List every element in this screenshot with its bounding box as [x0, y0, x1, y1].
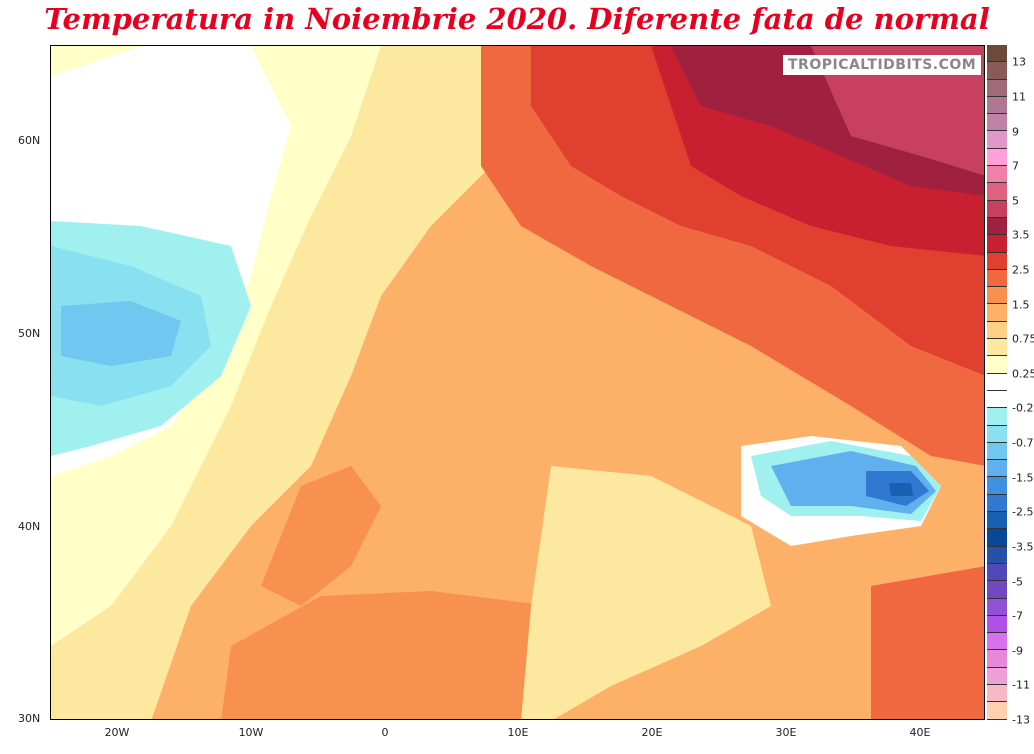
- colorbar-label: 7: [1012, 159, 1019, 173]
- colorbar-swatch: [987, 217, 1007, 236]
- colorbar-label: -9: [1012, 644, 1023, 658]
- colorbar-swatch: [987, 477, 1007, 495]
- colorbar-swatch: [987, 408, 1007, 426]
- colorbar-swatch: [987, 581, 1007, 599]
- colorbar-swatch: [987, 200, 1007, 218]
- colorbar-label: 3.5: [1012, 228, 1030, 242]
- colorbar-label: 2.5: [1012, 263, 1030, 277]
- lon-label: 20E: [641, 726, 663, 739]
- lon-label: 20W: [104, 726, 130, 739]
- colorbar-swatch: [987, 563, 1007, 582]
- colorbar-swatch: [987, 460, 1007, 478]
- colorbar-swatch: [987, 96, 1007, 115]
- lat-label: 50N: [18, 327, 41, 340]
- colorbar-swatch: [987, 373, 1007, 391]
- watermark: TROPICALTIDBITS.COM: [783, 55, 982, 75]
- colorbar-label: 0.25: [1012, 367, 1034, 381]
- lat-label: 40N: [18, 520, 41, 533]
- colorbar-label: 1.5: [1012, 298, 1030, 312]
- colorbar-swatch: [987, 339, 1007, 357]
- colorbar-swatch: [987, 183, 1007, 201]
- colorbar-swatch: [987, 148, 1007, 167]
- colorbar-swatch: [987, 598, 1007, 616]
- lon-label: 30E: [775, 726, 797, 739]
- colorbar-swatch: [987, 114, 1007, 132]
- colorbar-label: -5: [1012, 575, 1023, 589]
- colorbar-swatch: [987, 667, 1007, 685]
- colorbar-swatch: [987, 79, 1007, 97]
- lon-label: 40E: [909, 726, 931, 739]
- colorbar-label: -0.75: [1012, 436, 1034, 450]
- colorbar-label: -3.5: [1012, 540, 1034, 554]
- colorbar-label: 11: [1012, 90, 1026, 104]
- colorbar-swatch: [987, 235, 1007, 253]
- colorbar-swatch: [987, 45, 1007, 63]
- colorbar-label: 0.75: [1012, 332, 1034, 346]
- colorbar-swatch: [987, 390, 1007, 409]
- colorbar-label: 5: [1012, 194, 1019, 208]
- colorbar-swatch: [987, 702, 1007, 720]
- lat-label: 30N: [18, 712, 41, 725]
- colorbar-swatch: [987, 287, 1007, 305]
- colorbar-swatch: [987, 62, 1007, 80]
- colorbar-label: 9: [1012, 125, 1019, 139]
- colorbar-swatch: [987, 269, 1007, 288]
- colorbar-label: -2.5: [1012, 505, 1034, 519]
- colorbar-swatch: [987, 512, 1007, 530]
- colorbar-label: -11: [1012, 678, 1030, 692]
- colorbar-swatch: [987, 529, 1007, 547]
- colorbar-swatch: [987, 684, 1007, 703]
- colorbar-swatch: [987, 252, 1007, 270]
- lon-label: 10E: [507, 726, 529, 739]
- colorbar-swatch: [987, 425, 1007, 443]
- colorbar-swatch: [987, 615, 1007, 634]
- colorbar-swatch: [987, 166, 1007, 184]
- lat-label: 60N: [18, 134, 41, 147]
- colorbar-swatch: [987, 356, 1007, 374]
- colorbar: [987, 45, 1007, 720]
- colorbar-swatch: [987, 304, 1007, 322]
- colorbar-swatch: [987, 442, 1007, 461]
- colorbar-swatch: [987, 494, 1007, 513]
- colorbar-swatch: [987, 633, 1007, 651]
- temperature-anomaly-map: TROPICALTIDBITS.COM: [50, 45, 985, 720]
- colorbar-label: -1.5: [1012, 471, 1034, 485]
- lon-label: 0: [381, 726, 389, 739]
- colorbar-swatch: [987, 131, 1007, 149]
- colorbar-swatch: [987, 650, 1007, 668]
- colorbar-swatch: [987, 321, 1007, 340]
- colorbar-label: -0.25: [1012, 401, 1034, 415]
- colorbar-label: 13: [1012, 55, 1026, 69]
- colorbar-label: -13: [1012, 713, 1030, 727]
- lon-label: 10W: [238, 726, 264, 739]
- colorbar-swatch: [987, 546, 1007, 564]
- colorbar-label: -7: [1012, 609, 1023, 623]
- map-title: Temperatura in Noiembrie 2020. Diferente…: [44, 2, 990, 36]
- anomaly-field: [51, 46, 984, 719]
